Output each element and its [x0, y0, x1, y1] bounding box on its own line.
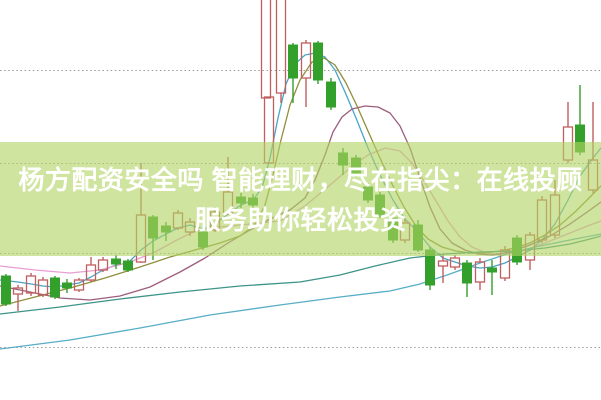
candle-body-down: [62, 282, 72, 289]
candle-body-up: [437, 260, 449, 267]
candle-body-down: [1, 275, 11, 305]
candle-body-up: [25, 275, 37, 294]
banner-title-line1: 杨方配资安全吗 智能理财，尽在指尖：在线投顾: [18, 165, 583, 195]
candle-body-up: [300, 42, 312, 79]
candle-body-down: [487, 267, 497, 273]
overlay-banner: 杨方配资安全吗 智能理财，尽在指尖：在线投顾 服务助你轻松投资: [0, 142, 601, 256]
candle-body-down: [326, 81, 336, 108]
candle-body-up: [474, 261, 486, 283]
candle-body-down: [123, 260, 133, 271]
candle-body-up: [260, 0, 272, 99]
banner-title-line2: 服务助你轻松投资: [194, 205, 407, 235]
candle-body-up: [275, 0, 287, 94]
candle-body-up: [73, 279, 85, 291]
candle-body-down: [111, 258, 121, 265]
candle-body-up: [449, 257, 461, 268]
candle-body-up: [97, 259, 109, 271]
candle-body-down: [462, 262, 472, 284]
candle-body-down: [313, 42, 323, 81]
candle-body-up: [85, 264, 97, 281]
candle-body-down: [50, 277, 60, 298]
candle-body-up: [37, 279, 49, 296]
candle-body-down: [288, 44, 298, 79]
candle-body-up: [12, 287, 24, 295]
